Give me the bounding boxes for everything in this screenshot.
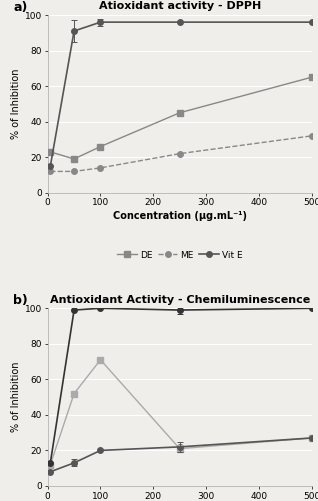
- ME: [178, 151, 182, 157]
- Line: N-acethyl-L-cisteine: N-acethyl-L-cisteine: [48, 306, 315, 465]
- Vit E: [178, 19, 182, 25]
- Y-axis label: % of Inhibition: % of Inhibition: [11, 362, 21, 432]
- Vit E: [72, 28, 76, 34]
- Line: DE: DE: [48, 75, 315, 162]
- Y-axis label: % of Inhibition: % of Inhibition: [11, 69, 21, 139]
- DE: [72, 156, 76, 162]
- ME: [310, 435, 314, 441]
- ME: [48, 469, 52, 475]
- N-acethyl-L-cisteine: [178, 307, 182, 313]
- DE: [99, 357, 102, 363]
- Vit E: [310, 19, 314, 25]
- Line: ME: ME: [48, 435, 315, 474]
- DE: [99, 143, 102, 149]
- Line: ME: ME: [48, 133, 315, 174]
- ME: [310, 133, 314, 139]
- DE: [178, 446, 182, 452]
- Title: Antioxidant Activity - Chemiluminescence: Antioxidant Activity - Chemiluminescence: [50, 295, 310, 305]
- Text: b): b): [13, 294, 28, 307]
- Line: Vit E: Vit E: [48, 20, 315, 169]
- DE: [72, 391, 76, 397]
- DE: [310, 435, 314, 441]
- ME: [99, 447, 102, 453]
- N-acethyl-L-cisteine: [99, 305, 102, 311]
- DE: [48, 149, 52, 155]
- DE: [48, 461, 52, 467]
- ME: [99, 165, 102, 171]
- DE: [178, 110, 182, 116]
- X-axis label: Concentration (µg.mL⁻¹): Concentration (µg.mL⁻¹): [113, 211, 247, 221]
- Title: Atioxidant activity - DPPH: Atioxidant activity - DPPH: [99, 2, 261, 12]
- ME: [72, 168, 76, 174]
- DE: [310, 74, 314, 80]
- N-acethyl-L-cisteine: [310, 305, 314, 311]
- N-acethyl-L-cisteine: [72, 307, 76, 313]
- ME: [48, 168, 52, 174]
- ME: [72, 460, 76, 466]
- Vit E: [99, 19, 102, 25]
- Legend: DE, ME, Vit E: DE, ME, Vit E: [117, 250, 242, 260]
- ME: [178, 444, 182, 450]
- Text: a): a): [13, 1, 28, 14]
- Vit E: [48, 163, 52, 169]
- N-acethyl-L-cisteine: [48, 460, 52, 466]
- Line: DE: DE: [48, 357, 315, 467]
